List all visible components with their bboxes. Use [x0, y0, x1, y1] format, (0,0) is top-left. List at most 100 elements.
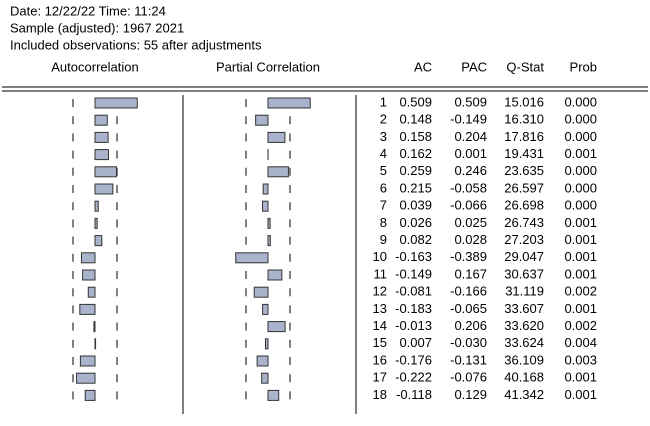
cell: 0.000 — [564, 180, 597, 195]
cell: 10 — [373, 249, 387, 264]
correlation-bar — [80, 356, 95, 366]
cell: 33.624 — [504, 335, 544, 350]
correlation-bar — [256, 115, 268, 125]
cell: 0.167 — [454, 266, 487, 281]
correlation-bar — [236, 253, 268, 263]
correlation-bar — [83, 270, 95, 280]
cell: 0.246 — [454, 163, 487, 178]
cell: 19.431 — [504, 146, 544, 161]
correlation-bar — [268, 270, 282, 280]
cell: 0.259 — [399, 163, 432, 178]
cell: -0.183 — [395, 301, 432, 316]
correlation-bar — [81, 253, 95, 263]
cell: 0.000 — [564, 112, 597, 127]
cell: 0.001 — [564, 266, 597, 281]
cell: 7 — [380, 198, 387, 213]
cell: 41.342 — [504, 387, 544, 402]
cell: -0.081 — [395, 284, 432, 299]
correlation-bar — [268, 322, 285, 332]
correlation-bar — [266, 339, 268, 349]
correlation-bar — [80, 304, 95, 314]
header-line: Included observations: 55 after adjustme… — [10, 37, 262, 52]
column-header: Partial Correlation — [216, 59, 320, 74]
correlation-bar — [95, 150, 108, 160]
cell: 0.001 — [564, 301, 597, 316]
cell: -0.176 — [395, 352, 432, 367]
cell: 0.000 — [564, 129, 597, 144]
cell: 0.028 — [454, 232, 487, 247]
correlation-bar — [95, 339, 96, 349]
cell: 0.158 — [399, 129, 432, 144]
cell: 5 — [380, 163, 387, 178]
cell: -0.118 — [396, 387, 432, 402]
cell: 17.816 — [504, 129, 544, 144]
correlation-bar — [95, 98, 137, 108]
cell: 30.637 — [504, 266, 544, 281]
correlation-bar — [95, 167, 116, 177]
cell: 26.743 — [504, 215, 544, 230]
cell: -0.076 — [450, 370, 487, 385]
column-header: Prob — [570, 59, 597, 74]
cell: 27.203 — [504, 232, 544, 247]
correlation-bar — [268, 236, 270, 246]
correlation-bar — [94, 322, 95, 332]
cell: 31.119 — [505, 284, 544, 299]
cell: 13 — [373, 301, 387, 316]
correlation-bar — [263, 201, 268, 211]
correlation-bar — [268, 98, 310, 108]
cell: -0.163 — [395, 249, 432, 264]
cell: -0.066 — [450, 198, 487, 213]
correlation-bar — [77, 373, 95, 383]
column-header: PAC — [461, 59, 487, 74]
header-line: Sample (adjusted): 1967 2021 — [10, 20, 184, 35]
cell: 0.204 — [454, 129, 487, 144]
cell: 0.000 — [564, 163, 597, 178]
cell: 23.635 — [504, 163, 544, 178]
cell: 16.310 — [504, 112, 544, 127]
cell: 0.001 — [564, 146, 597, 161]
cell: 33.607 — [504, 301, 544, 316]
cell: 0.129 — [454, 387, 487, 402]
correlation-bar — [95, 132, 108, 142]
correlation-bar — [88, 287, 95, 297]
cell: -0.065 — [450, 301, 487, 316]
cell: 0.007 — [399, 335, 432, 350]
cell: -0.013 — [395, 318, 432, 333]
cell: 2 — [380, 112, 387, 127]
correlation-bar — [268, 132, 285, 142]
cell: 29.047 — [504, 249, 544, 264]
correlation-bar — [268, 390, 279, 400]
correlation-bar — [95, 201, 98, 211]
cell: -0.149 — [395, 266, 432, 281]
correlation-bar — [257, 356, 268, 366]
cell: -0.389 — [450, 249, 487, 264]
column-header: Autocorrelation — [51, 59, 138, 74]
cell: 16 — [373, 352, 387, 367]
correlation-bar — [95, 218, 97, 228]
cell: 0.001 — [564, 387, 597, 402]
cell: 0.215 — [399, 180, 432, 195]
cell: 0.000 — [564, 94, 597, 109]
cell: -0.030 — [450, 335, 487, 350]
cell: 0.001 — [564, 249, 597, 264]
cell: 11 — [374, 266, 388, 281]
cell: 0.206 — [454, 318, 487, 333]
cell: 14 — [373, 318, 387, 333]
correlation-bar — [254, 287, 268, 297]
cell: 26.698 — [504, 198, 544, 213]
cell: 40.168 — [504, 370, 544, 385]
cell: 17 — [373, 370, 387, 385]
cell: 15.016 — [504, 94, 544, 109]
correlation-bar — [95, 184, 113, 194]
cell: 18 — [373, 387, 387, 402]
cell: 0.509 — [454, 94, 487, 109]
cell: 0.001 — [564, 232, 597, 247]
cell: 26.597 — [504, 180, 544, 195]
cell: 0.001 — [564, 215, 597, 230]
cell: 33.620 — [504, 318, 544, 333]
cell: 12 — [373, 284, 387, 299]
correlation-bar — [263, 184, 268, 194]
correlation-bar — [85, 390, 95, 400]
cell: 0.004 — [564, 335, 597, 350]
correlation-bar — [95, 115, 107, 125]
